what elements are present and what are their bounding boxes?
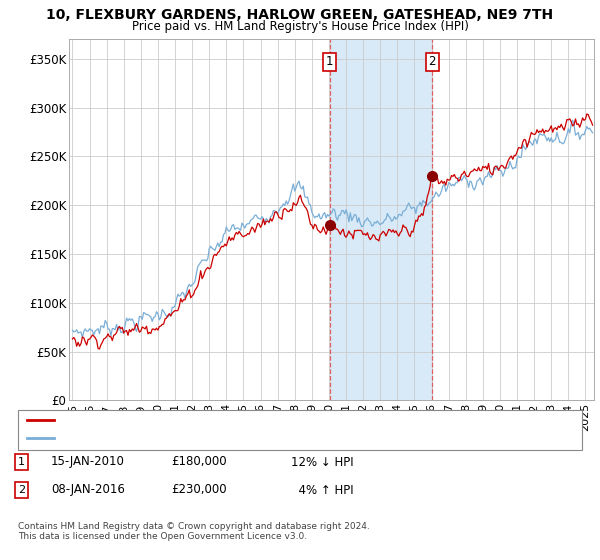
Text: £230,000: £230,000: [171, 483, 227, 497]
Text: 1: 1: [326, 55, 334, 68]
Text: 10, FLEXBURY GARDENS, HARLOW GREEN, GATESHEAD, NE9 7TH: 10, FLEXBURY GARDENS, HARLOW GREEN, GATE…: [46, 8, 554, 22]
Text: 2: 2: [18, 485, 25, 495]
Text: £180,000: £180,000: [171, 455, 227, 469]
Text: 12% ↓ HPI: 12% ↓ HPI: [291, 455, 353, 469]
Text: 2: 2: [428, 55, 436, 68]
Text: Contains HM Land Registry data © Crown copyright and database right 2024.
This d: Contains HM Land Registry data © Crown c…: [18, 522, 370, 542]
Text: 15-JAN-2010: 15-JAN-2010: [51, 455, 125, 469]
Text: 08-JAN-2016: 08-JAN-2016: [51, 483, 125, 497]
Text: 10, FLEXBURY GARDENS, HARLOW GREEN, GATESHEAD, NE9 7TH (detached house): 10, FLEXBURY GARDENS, HARLOW GREEN, GATE…: [59, 415, 494, 425]
Bar: [329, 39, 432, 400]
Text: HPI: Average price, detached house, Gateshead: HPI: Average price, detached house, Gate…: [59, 433, 308, 443]
Text: 4% ↑ HPI: 4% ↑ HPI: [291, 483, 353, 497]
Text: Price paid vs. HM Land Registry's House Price Index (HPI): Price paid vs. HM Land Registry's House …: [131, 20, 469, 32]
Text: 1: 1: [18, 457, 25, 467]
